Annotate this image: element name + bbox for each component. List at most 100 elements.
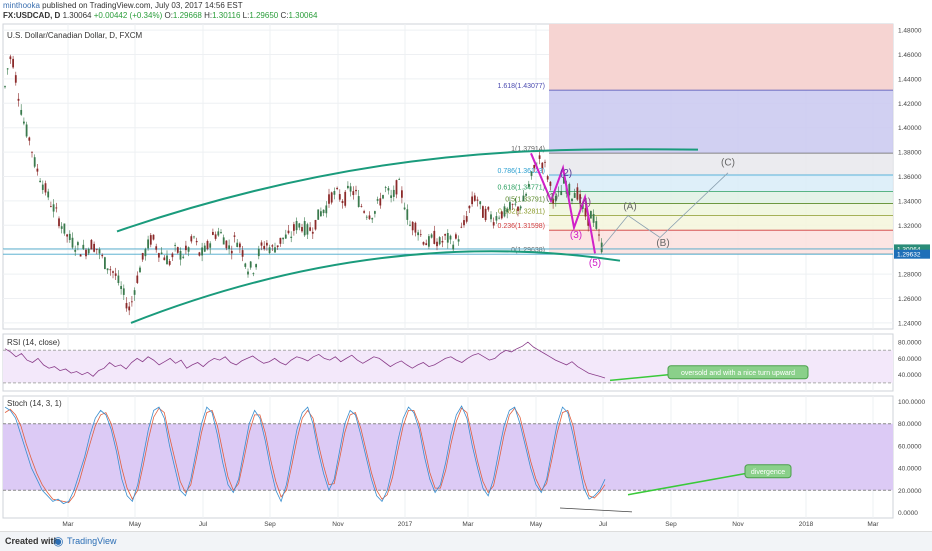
y-tick-label: 1.36000	[898, 174, 922, 181]
x-tick-label: Mar	[62, 521, 74, 528]
candle-body	[312, 232, 314, 234]
candle-body	[550, 182, 552, 186]
wave-b-label: (B)	[656, 238, 669, 249]
fib-label: 0.618(1.34771)	[498, 184, 545, 191]
candle-body	[352, 191, 354, 195]
x-tick-label: 2018	[799, 521, 814, 528]
candle-body	[290, 237, 292, 238]
candle-body	[379, 198, 381, 205]
candle-body	[544, 162, 546, 163]
candle-body	[444, 234, 446, 236]
candle-body	[228, 245, 230, 248]
wave-label: (3)	[570, 230, 582, 241]
candle-body	[126, 303, 128, 308]
y-tick-label: 1.24000	[898, 320, 922, 327]
candle-body	[501, 211, 503, 218]
x-tick-label: May	[129, 521, 142, 528]
candle-body	[342, 201, 344, 203]
y-tick-label: 1.44000	[898, 76, 922, 83]
stoch-tick: 100.0000	[898, 399, 925, 406]
candle-body	[274, 247, 276, 252]
candle-body	[236, 243, 238, 247]
candle-body	[420, 234, 422, 235]
candle-body	[520, 206, 522, 208]
candle-body	[23, 122, 25, 124]
fib-label: 0.236(1.31598)	[498, 223, 545, 230]
fib-label: 1.618(1.43077)	[498, 83, 545, 90]
candle-body	[317, 209, 319, 219]
candle-body	[344, 192, 346, 206]
candle-body	[7, 68, 9, 69]
candle-body	[185, 246, 187, 250]
wave-a-label: (A)	[623, 201, 636, 212]
candle-body	[358, 196, 360, 207]
tradingview-link[interactable]: TradingView	[67, 536, 117, 546]
fib-label: 0.5(1.33791)	[505, 196, 545, 203]
candle-body	[447, 233, 449, 243]
y-tick-label: 1.32000	[898, 223, 922, 230]
candle-body	[547, 176, 549, 179]
candle-body	[37, 169, 39, 172]
candle-body	[85, 250, 87, 256]
candle-body	[123, 288, 125, 295]
footer-bar: Created with ◉ TradingView	[0, 531, 932, 551]
stoch-tick: 80.0000	[898, 421, 922, 428]
candle-body	[204, 246, 206, 252]
candle-body	[539, 155, 541, 159]
candle-body	[150, 235, 152, 245]
chart-canvas[interactable]: Mar May Jul Sep Nov 2017 Mar May Jul Sep Nov 2018 Ma…	[0, 0, 932, 531]
candle-body	[223, 237, 225, 244]
y-tick-label: 1.46000	[898, 52, 922, 59]
channel-lower-line	[131, 251, 620, 323]
candle-body	[504, 206, 506, 216]
candle-body	[266, 243, 268, 246]
fib-zone-top	[549, 24, 893, 90]
candle-body	[196, 241, 198, 242]
candle-body	[96, 249, 98, 250]
candle-body	[288, 231, 290, 233]
candle-body	[261, 242, 263, 245]
candle-body	[131, 301, 133, 302]
candle-body	[339, 194, 341, 200]
candle-body	[134, 290, 136, 295]
candle-body	[174, 245, 176, 246]
rsi-title: RSI (14, close)	[7, 338, 60, 347]
candle-body	[80, 255, 82, 257]
candle-body	[412, 222, 414, 230]
candle-body	[512, 204, 514, 205]
candle-body	[285, 235, 287, 239]
candle-body	[104, 257, 106, 269]
candle-body	[477, 200, 479, 201]
candle-body	[263, 246, 265, 249]
candle-body	[147, 239, 149, 248]
fib-zone	[549, 203, 893, 215]
candle-body	[396, 180, 398, 194]
candle-body	[45, 183, 47, 192]
candle-body	[425, 243, 427, 245]
candle-body	[460, 227, 462, 228]
candle-body	[428, 236, 430, 247]
stoch-tick: 60.0000	[898, 443, 922, 450]
candle-body	[304, 221, 306, 235]
y-tick-label: 1.34000	[898, 198, 922, 205]
candle-body	[417, 232, 419, 235]
candle-body	[509, 202, 511, 209]
candle-body	[177, 247, 179, 253]
candle-body	[385, 187, 387, 188]
candle-body	[409, 225, 411, 226]
candle-body	[452, 245, 454, 250]
candle-body	[439, 237, 441, 244]
candle-body	[53, 204, 55, 211]
candle-body	[293, 224, 295, 231]
candle-body	[101, 255, 103, 256]
fib-zone	[549, 90, 893, 153]
wave-label: (5)	[589, 258, 601, 269]
candle-body	[415, 223, 417, 233]
candle-body	[595, 221, 597, 229]
stoch-annotation: divergence	[751, 469, 785, 476]
candle-body	[490, 214, 492, 219]
candle-body	[199, 252, 201, 255]
candle-body	[458, 239, 460, 241]
candle-body	[15, 75, 17, 83]
divergence-line	[560, 508, 632, 512]
